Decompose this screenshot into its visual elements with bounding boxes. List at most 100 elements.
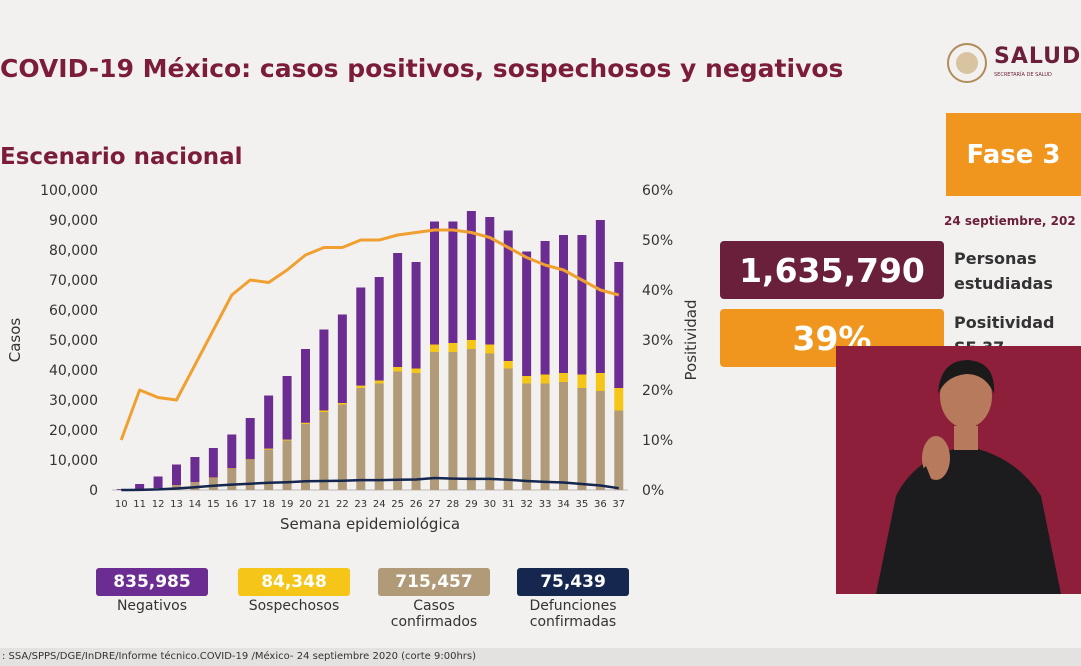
bar-segment xyxy=(614,388,624,411)
bar-segment xyxy=(485,217,495,345)
bar-segment xyxy=(503,361,513,369)
legend-total: 835,985 xyxy=(96,568,208,596)
bar-segment xyxy=(522,383,532,490)
studied-label: Personas estudiadas xyxy=(954,249,1053,293)
y2-tick-label: 60% xyxy=(642,183,673,199)
bar-segment xyxy=(466,211,476,340)
x-tick-label: 13 xyxy=(170,499,183,510)
bar-segment xyxy=(172,464,181,486)
y2-axis-label: Positividad xyxy=(682,300,700,381)
x-tick-label: 24 xyxy=(373,499,386,510)
bar-segment xyxy=(356,388,366,490)
bar-segment xyxy=(356,385,366,388)
bar-segment xyxy=(448,352,458,490)
bar-segment xyxy=(245,418,255,460)
legend-label: Defunciones confirmadas xyxy=(529,598,617,630)
bar-segment xyxy=(448,221,458,343)
bar-segment xyxy=(466,349,476,490)
x-tick-label: 17 xyxy=(244,499,257,510)
chart-title: Escenario nacional xyxy=(0,144,243,170)
bar-segment xyxy=(135,484,145,490)
x-tick-label: 16 xyxy=(225,499,238,510)
x-tick-label: 20 xyxy=(299,499,312,510)
source-note: : SSA/SPPS/DGE/InDRE/Informe técnico.COV… xyxy=(0,648,1081,666)
bar-segment xyxy=(411,262,421,369)
bar-segment xyxy=(614,262,624,388)
x-tick-label: 14 xyxy=(189,499,202,510)
bar-segment xyxy=(614,410,624,490)
phase-badge: Fase 3 xyxy=(946,113,1081,196)
y-tick-label: 50,000 xyxy=(49,333,98,349)
interpreter-video xyxy=(836,346,1081,594)
bar-segment xyxy=(522,376,532,384)
legend-label: Sospechosos xyxy=(248,598,340,614)
x-tick-label: 25 xyxy=(391,499,404,510)
bar-segment xyxy=(319,410,329,412)
x-tick-label: 15 xyxy=(207,499,220,510)
bar-segment xyxy=(301,349,310,423)
x-tick-label: 34 xyxy=(557,499,570,510)
bar-segment xyxy=(227,469,237,490)
x-tick-label: 27 xyxy=(428,499,441,510)
bar-segment xyxy=(282,439,292,441)
bar-segment xyxy=(503,230,513,361)
bar-segment xyxy=(245,459,255,460)
line-series xyxy=(121,476,619,492)
bar-segment xyxy=(577,388,587,490)
y-tick-label: 60,000 xyxy=(49,303,98,319)
x-tick-label: 19 xyxy=(281,499,294,510)
bar-segment xyxy=(411,368,421,373)
y2-tick-label: 40% xyxy=(642,283,673,299)
y-tick-label: 90,000 xyxy=(49,213,98,229)
y2-tick-label: 20% xyxy=(642,383,673,399)
x-tick-label: 22 xyxy=(336,499,349,510)
bar-segment xyxy=(374,277,384,381)
bar-segment xyxy=(393,371,403,490)
line-series xyxy=(119,228,620,441)
x-tick-label: 26 xyxy=(410,499,423,510)
y-tick-label: 0 xyxy=(89,483,98,499)
x-tick-label: 36 xyxy=(594,499,607,510)
y2-tick-label: 30% xyxy=(642,333,673,349)
bar-segment xyxy=(374,380,384,384)
bar-segment xyxy=(595,373,605,391)
bar-segment xyxy=(264,448,274,450)
x-tick-label: 21 xyxy=(318,499,331,510)
y-tick-label: 40,000 xyxy=(49,363,98,379)
page-title: COVID-19 México: casos positivos, sospec… xyxy=(0,54,844,83)
bar-segment xyxy=(559,235,568,373)
bar-segment xyxy=(337,314,347,403)
bar-segment xyxy=(393,253,403,367)
bar-segment xyxy=(374,383,384,490)
bar-segment xyxy=(577,374,587,388)
bar-segment xyxy=(595,391,605,490)
bar-segment xyxy=(393,367,403,372)
logo-emblem xyxy=(947,43,987,83)
bar-segment xyxy=(485,344,495,354)
bar-segment xyxy=(264,395,274,449)
x-tick-label: 28 xyxy=(447,499,460,510)
bar-segment xyxy=(282,440,292,490)
bar-segment xyxy=(485,353,495,490)
y-axis-label: Casos xyxy=(6,318,24,363)
logo-text: SALUD xyxy=(994,44,1081,69)
legend-item: 75,439 Defunciones confirmadas xyxy=(517,568,629,630)
bar-segment xyxy=(245,460,255,490)
y2-tick-label: 50% xyxy=(642,233,673,249)
x-tick-label: 18 xyxy=(262,499,275,510)
interpreter-figure xyxy=(876,360,1061,594)
x-tick-label: 32 xyxy=(520,499,533,510)
y-tick-label: 20,000 xyxy=(49,423,98,439)
x-tick-label: 33 xyxy=(539,499,552,510)
legend-label: Casos confirmados xyxy=(390,598,478,630)
bar-segment xyxy=(430,344,439,352)
x-axis-label: Semana epidemiológica xyxy=(280,515,460,533)
bar-segment xyxy=(227,468,237,469)
legend-total: 715,457 xyxy=(378,568,490,596)
y2-tick-label: 0% xyxy=(642,483,664,499)
x-tick-label: 31 xyxy=(502,499,515,510)
bar-segment xyxy=(264,449,274,490)
bar-segment xyxy=(356,287,366,386)
bar-segment xyxy=(319,329,329,411)
